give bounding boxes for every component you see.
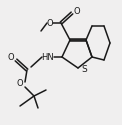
Text: O: O xyxy=(16,80,23,88)
Text: S: S xyxy=(81,66,87,74)
Text: O: O xyxy=(7,54,14,62)
Text: O: O xyxy=(47,18,53,28)
Text: HN: HN xyxy=(42,52,54,62)
Text: O: O xyxy=(74,8,81,16)
